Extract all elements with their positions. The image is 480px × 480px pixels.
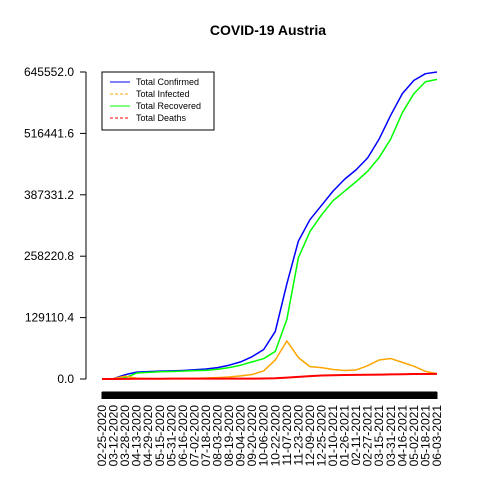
- y-tick-label: 516441.6: [24, 126, 74, 140]
- x-tick-label: 03-28-2020: [118, 405, 132, 467]
- x-tick-label: 10-22-2020: [268, 405, 282, 467]
- x-tick-label: 06-16-2020: [176, 405, 190, 467]
- x-tick-label: 11-23-2020: [291, 405, 305, 466]
- x-tick-label: 03-15-2021: [372, 405, 386, 467]
- legend: Total Confirmed Total Infected Total Recov…: [101, 71, 215, 131]
- series-lines: [101, 71, 438, 380]
- x-tick-label: 02-27-2021: [361, 405, 375, 467]
- y-tick-label: 387331.2: [24, 188, 74, 202]
- x-tick-label: 12-25-2020: [314, 405, 328, 467]
- y-tick-label: 129110.4: [25, 311, 74, 325]
- legend-entry: Total Deaths: [136, 113, 187, 123]
- x-tick-label: 08-19-2020: [222, 405, 236, 467]
- x-tick-label: 01-10-2021: [326, 405, 340, 467]
- x-tick-label: 05-31-2020: [164, 405, 178, 467]
- x-tick-label: 08-03-2020: [211, 405, 225, 467]
- y-tick-label: 645552.0: [24, 65, 74, 79]
- x-tick-label: 10-06-2020: [257, 405, 271, 467]
- legend-entry: Total Infected: [136, 89, 190, 99]
- x-tick-label: 04-13-2020: [130, 405, 144, 467]
- x-tick-label: 03-31-2021: [384, 405, 398, 467]
- series-line-total-infected: [101, 340, 438, 380]
- x-tick-label: 02-11-2021: [349, 405, 363, 466]
- x-tick-label: 09-20-2020: [245, 405, 259, 467]
- y-tick-label: 258220.8: [24, 249, 74, 263]
- axes: 0.0 129110.4 258220.8 387331.2 516441.6 64555…: [24, 65, 444, 466]
- series-line-total-recovered: [101, 78, 438, 380]
- y-tick-label: 0.0: [57, 372, 74, 386]
- x-tick-label: 01-26-2021: [338, 405, 352, 467]
- x-tick-label: 11-07-2020: [280, 405, 294, 466]
- x-tick-label: 02-25-2020: [95, 405, 109, 467]
- x-tick-label: 05-15-2020: [153, 405, 167, 467]
- x-tick-label: 06-03-2021: [430, 405, 444, 467]
- x-tick-label: 05-18-2021: [418, 405, 432, 467]
- x-tick-label: 03-12-2020: [107, 405, 121, 467]
- x-tick-label: 12-09-2020: [303, 405, 317, 467]
- x-tick-label: 07-02-2020: [187, 405, 201, 467]
- series-line-total-deaths: [102, 372, 438, 380]
- legend-entry: Total Recovered: [136, 101, 201, 111]
- chart-title: COVID-19 Austria: [210, 22, 326, 38]
- x-tick-label: 04-29-2020: [141, 405, 155, 467]
- x-tick-label: 07-18-2020: [199, 405, 213, 467]
- x-tick-label: 04-16-2021: [395, 405, 409, 467]
- x-tick-label: 09-04-2020: [234, 405, 248, 467]
- legend-entry: Total Confirmed: [136, 77, 199, 87]
- x-ticks: [101, 392, 438, 399]
- x-tick-label: 05-02-2021: [407, 405, 421, 467]
